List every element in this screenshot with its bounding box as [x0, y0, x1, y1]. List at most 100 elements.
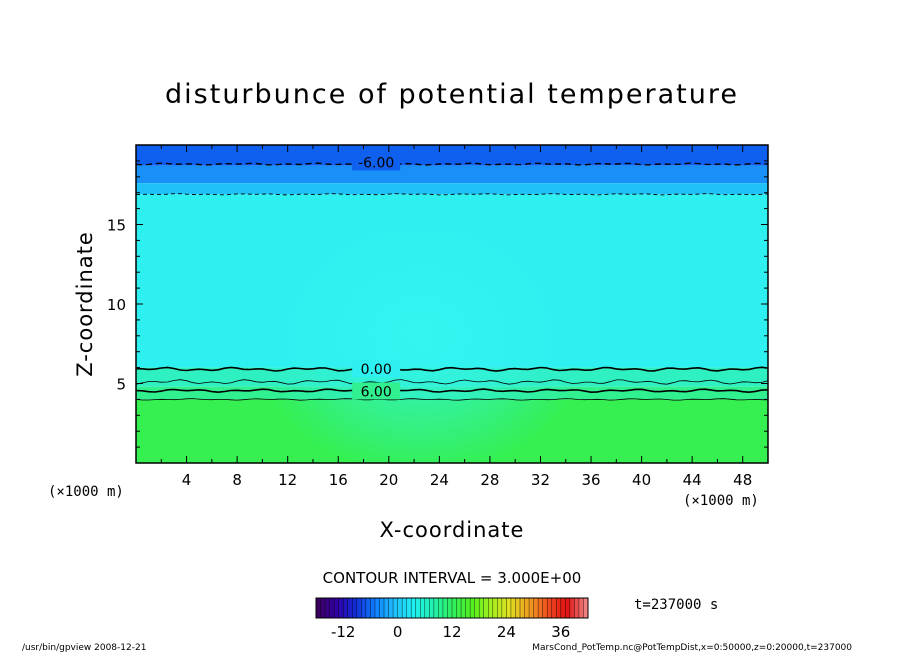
colorbar-cell	[370, 598, 376, 618]
x-unit-left: (×1000 m)	[48, 484, 124, 500]
colorbar-cell	[347, 598, 353, 618]
colorbar-cell	[352, 598, 358, 618]
colorbar-cell	[578, 598, 584, 618]
colorbar-cell	[551, 598, 557, 618]
field-dome	[250, 195, 591, 463]
colorbar-cell	[388, 598, 394, 618]
field-band-0	[136, 145, 768, 166]
y-tick-label: 15	[107, 217, 126, 235]
colorbar-cell	[529, 598, 534, 618]
colorbar-tick-label: -12	[331, 623, 356, 641]
colorbar-cell	[452, 598, 457, 618]
colorbar-cell	[429, 598, 435, 618]
colorbar-cell	[569, 598, 575, 618]
y-axis-label: Z-coordinate	[73, 231, 97, 377]
x-tick-label: 28	[480, 471, 499, 489]
field-band-1	[136, 165, 768, 184]
x-tick-label: 48	[733, 471, 752, 489]
y-tick-label: 5	[116, 376, 126, 394]
colorbar-cell	[415, 598, 421, 618]
colorbar-tick-label: 24	[497, 623, 516, 641]
x-tick-label: 4	[182, 471, 192, 489]
colorbar-tick-label: 12	[442, 623, 461, 641]
x-unit-right: (×1000 m)	[683, 493, 759, 509]
colorbar-cell	[470, 598, 475, 618]
colorbar-cell	[560, 598, 566, 618]
contour-label: 0.00	[361, 362, 392, 378]
footer-right: MarsCond_PotTemp.nc@PotTempDist,x=0:5000…	[532, 643, 852, 653]
colorbar-cell	[420, 598, 426, 618]
contour-lines	[136, 162, 768, 401]
contour-label-bg	[352, 360, 401, 378]
colorbar-cell	[479, 598, 485, 618]
colorbar-cell	[365, 598, 371, 618]
colorbar-cell	[461, 598, 466, 618]
colorbar-cell	[374, 598, 380, 618]
plot-area: -6.000.006.00 4 8 12 16 20 24 28 32 36 40 44 48 510…	[107, 144, 769, 489]
x-axis-label: X-coordinate	[380, 518, 525, 542]
colorbar-cell	[483, 598, 489, 618]
colorbar-cell	[316, 598, 321, 618]
colorbar-frame	[315, 597, 589, 619]
x-axis-ticks: 4 8 12 16 20 24 28 32 36 40 44 48	[160, 145, 769, 489]
colorbar-cell	[320, 598, 326, 618]
colorbar-tick-label: 36	[551, 623, 570, 641]
contour-label-bg	[352, 382, 401, 400]
contour-minus3	[136, 193, 768, 196]
contour-label: -6.00	[358, 155, 394, 171]
colorbar-cell	[520, 598, 525, 618]
colorbar-cell	[438, 598, 444, 618]
x-tick-label: 40	[632, 471, 651, 489]
colorbar-cell	[515, 598, 521, 618]
x-tick-label: 12	[278, 471, 297, 489]
field-bands	[136, 145, 768, 463]
colorbar-cell	[334, 598, 339, 618]
colorbar-cell	[492, 598, 498, 618]
y-tick-label: 10	[107, 296, 126, 314]
colorbar-cell	[393, 598, 398, 618]
contour-3	[136, 379, 768, 385]
colorbar-cell	[583, 598, 589, 618]
x-tick-label: 20	[379, 471, 398, 489]
colorbar-cell	[384, 598, 389, 618]
contour-6	[136, 388, 768, 394]
colorbar-cell	[379, 598, 385, 618]
colorbar-cell	[442, 598, 448, 618]
colorbar-cell	[465, 598, 471, 618]
contour-interval-text: CONTOUR INTERVAL = 3.000E+00	[323, 569, 582, 587]
colorbar-cell	[406, 598, 412, 618]
colorbar-cell	[506, 598, 512, 618]
x-tick-label: 32	[531, 471, 550, 489]
colorbar-cell	[424, 598, 430, 618]
x-tick-label: 36	[581, 471, 600, 489]
footer-left: /usr/bin/gpview 2008-12-21	[22, 643, 146, 653]
colorbar-cell	[524, 598, 530, 618]
colorbar-cell	[533, 598, 539, 618]
x-tick-label: 44	[683, 471, 702, 489]
colorbar-cell	[402, 598, 407, 618]
colorbar-cell	[510, 598, 516, 618]
y-axis-ticks: 5 10 15	[107, 144, 768, 448]
x-tick-label: 24	[430, 471, 449, 489]
x-tick-label: 16	[329, 471, 348, 489]
colorbar-cell	[488, 598, 494, 618]
contour-labels: -6.00 0.00 6.00	[352, 153, 401, 400]
colorbar-cell	[411, 598, 417, 618]
colorbar-cell	[538, 598, 543, 618]
colorbar-cell	[547, 598, 553, 618]
colorbar	[315, 597, 589, 619]
colorbar-cell	[343, 598, 349, 618]
chart-title: disturbunce of potential temperature	[165, 79, 739, 110]
colorbar-cell	[356, 598, 362, 618]
colorbar-cell	[542, 598, 548, 618]
colorbar-cell	[329, 598, 335, 618]
colorbar-cell	[338, 598, 344, 618]
colorbar-cell	[397, 598, 403, 618]
colorbar-tick-label: 0	[393, 623, 403, 641]
colorbar-cell	[361, 598, 367, 618]
colorbar-cell	[433, 598, 439, 618]
x-tick-label: 8	[232, 471, 242, 489]
field-band-2	[136, 183, 768, 195]
colorbar-ticks: -12 0 12 24 36	[331, 623, 570, 641]
